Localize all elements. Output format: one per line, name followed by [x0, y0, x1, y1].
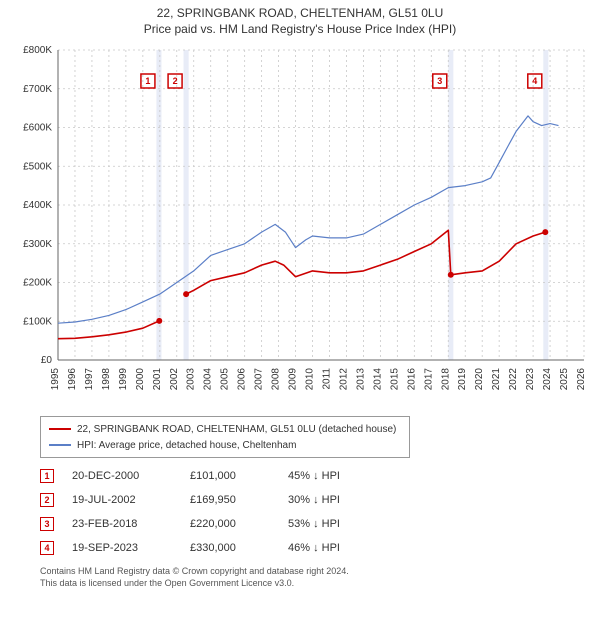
event-date-1: 19-JUL-2002: [72, 494, 172, 506]
event-date-3: 19-SEP-2023: [72, 542, 172, 554]
svg-text:£0: £0: [41, 355, 53, 366]
footer-line2: This data is licensed under the Open Gov…: [40, 578, 592, 590]
legend-label-0: 22, SPRINGBANK ROAD, CHELTENHAM, GL51 0L…: [77, 424, 396, 435]
svg-text:2002: 2002: [169, 368, 180, 391]
svg-text:£400K: £400K: [23, 200, 52, 211]
svg-text:2008: 2008: [271, 368, 282, 391]
svg-text:2003: 2003: [186, 368, 197, 391]
event-row-1: 2 19-JUL-2002 £169,950 30% ↓ HPI: [40, 488, 592, 512]
svg-text:2000: 2000: [135, 368, 146, 391]
svg-text:£800K: £800K: [23, 45, 52, 56]
svg-text:2016: 2016: [406, 368, 417, 391]
svg-text:2017: 2017: [423, 368, 434, 391]
svg-text:£100K: £100K: [23, 316, 52, 327]
event-diff-3: 46% ↓ HPI: [288, 542, 378, 554]
legend-row-1: HPI: Average price, detached house, Chel…: [49, 437, 401, 453]
event-date-0: 20-DEC-2000: [72, 470, 172, 482]
event-row-2: 3 23-FEB-2018 £220,000 53% ↓ HPI: [40, 512, 592, 536]
svg-text:1997: 1997: [84, 368, 95, 391]
event-price-0: £101,000: [190, 470, 270, 482]
svg-text:2019: 2019: [457, 368, 468, 391]
legend-swatch-0: [49, 428, 71, 430]
svg-text:1999: 1999: [118, 368, 129, 391]
svg-text:1996: 1996: [67, 368, 78, 391]
svg-text:1995: 1995: [50, 368, 61, 391]
event-diff-1: 30% ↓ HPI: [288, 494, 378, 506]
svg-text:£700K: £700K: [23, 84, 52, 95]
event-diff-0: 45% ↓ HPI: [288, 470, 378, 482]
event-row-0: 1 20-DEC-2000 £101,000 45% ↓ HPI: [40, 464, 592, 488]
svg-text:2004: 2004: [203, 368, 214, 391]
svg-text:2023: 2023: [525, 368, 536, 391]
svg-text:2024: 2024: [542, 368, 553, 391]
svg-text:2022: 2022: [508, 368, 519, 391]
svg-text:2018: 2018: [440, 368, 451, 391]
footer-line1: Contains HM Land Registry data © Crown c…: [40, 566, 592, 578]
events-table: 1 20-DEC-2000 £101,000 45% ↓ HPI 2 19-JU…: [40, 464, 592, 560]
title-line1: 22, SPRINGBANK ROAD, CHELTENHAM, GL51 0L…: [8, 6, 592, 20]
svg-text:2026: 2026: [576, 368, 587, 391]
event-date-2: 23-FEB-2018: [72, 518, 172, 530]
svg-text:2015: 2015: [389, 368, 400, 391]
svg-text:3: 3: [437, 76, 442, 86]
event-marker-0: 1: [40, 469, 54, 483]
svg-text:£500K: £500K: [23, 161, 52, 172]
svg-text:2012: 2012: [338, 368, 349, 391]
event-marker-2: 3: [40, 517, 54, 531]
title-line2: Price paid vs. HM Land Registry's House …: [8, 22, 592, 36]
chart-title-block: 22, SPRINGBANK ROAD, CHELTENHAM, GL51 0L…: [8, 6, 592, 36]
svg-text:2021: 2021: [491, 368, 502, 391]
svg-text:2009: 2009: [288, 368, 299, 391]
svg-text:1: 1: [145, 76, 150, 86]
svg-text:2: 2: [173, 76, 178, 86]
legend-box: 22, SPRINGBANK ROAD, CHELTENHAM, GL51 0L…: [40, 416, 410, 458]
chart-svg: £0 £100K £200K £300K £400K £500K £600K £700K £80…: [8, 40, 592, 410]
svg-text:2014: 2014: [372, 368, 383, 391]
legend-swatch-1: [49, 444, 71, 446]
event-marker-3: 4: [40, 541, 54, 555]
footer: Contains HM Land Registry data © Crown c…: [40, 566, 592, 589]
svg-text:2007: 2007: [254, 368, 265, 391]
svg-text:2001: 2001: [152, 368, 163, 391]
svg-text:£600K: £600K: [23, 123, 52, 134]
svg-text:4: 4: [532, 76, 537, 86]
chart-area: £0 £100K £200K £300K £400K £500K £600K £700K £80…: [8, 40, 592, 410]
svg-text:2013: 2013: [355, 368, 366, 391]
svg-text:2005: 2005: [220, 368, 231, 391]
event-price-3: £330,000: [190, 542, 270, 554]
legend-label-1: HPI: Average price, detached house, Chel…: [77, 440, 296, 451]
legend-row-0: 22, SPRINGBANK ROAD, CHELTENHAM, GL51 0L…: [49, 421, 401, 437]
event-diff-2: 53% ↓ HPI: [288, 518, 378, 530]
event-price-1: £169,950: [190, 494, 270, 506]
svg-text:£200K: £200K: [23, 278, 52, 289]
event-marker-1: 2: [40, 493, 54, 507]
event-price-2: £220,000: [190, 518, 270, 530]
svg-text:2011: 2011: [321, 368, 332, 390]
svg-text:£300K: £300K: [23, 239, 52, 250]
svg-text:2025: 2025: [559, 368, 570, 391]
svg-text:2010: 2010: [305, 368, 316, 391]
svg-text:2006: 2006: [237, 368, 248, 391]
event-row-3: 4 19-SEP-2023 £330,000 46% ↓ HPI: [40, 536, 592, 560]
svg-text:1998: 1998: [101, 368, 112, 391]
svg-text:2020: 2020: [474, 368, 485, 391]
